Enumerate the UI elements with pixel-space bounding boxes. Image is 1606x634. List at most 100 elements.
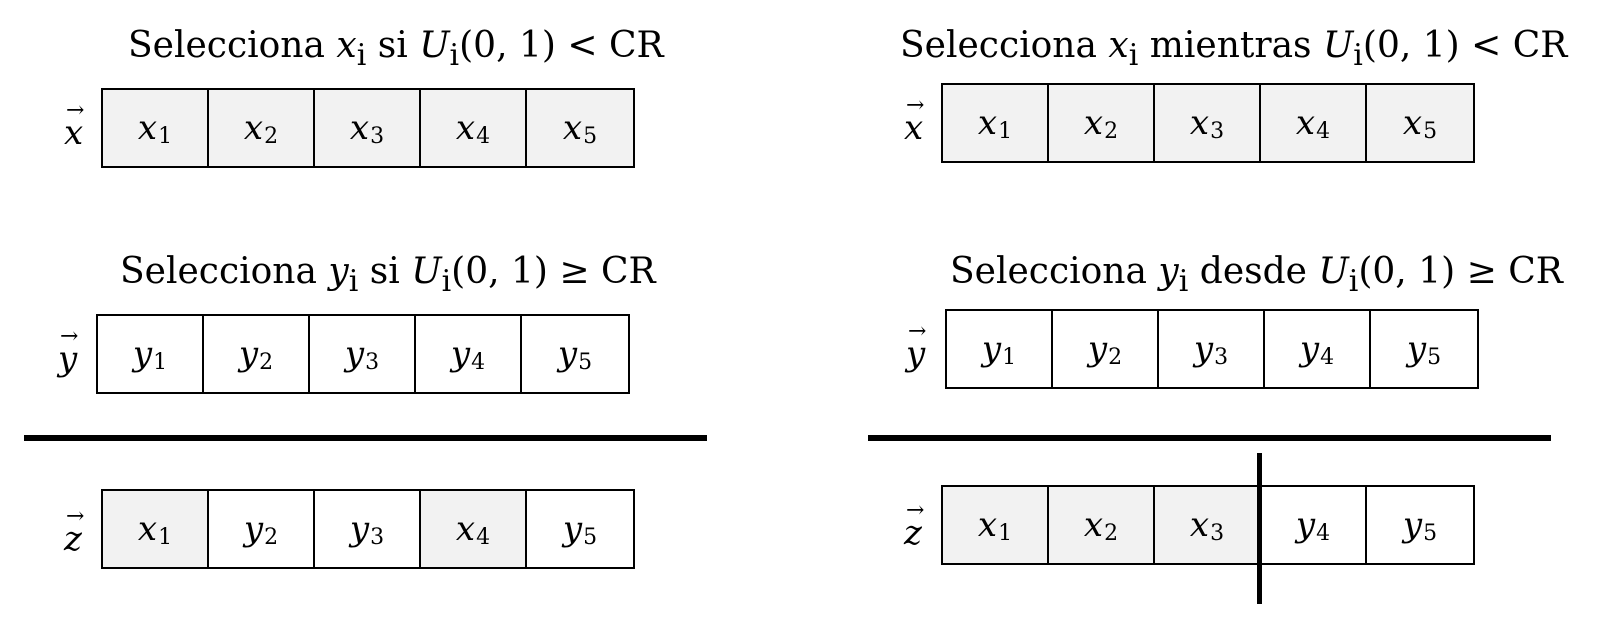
right-vector-z-label: → z [904,500,924,553]
title-var: y [328,251,349,292]
left-vector-x-label: → x [64,100,84,151]
cell-index: 2 [1104,520,1119,546]
title-text: mientras [1138,25,1323,66]
title-text: si [358,251,412,292]
left-vector-z-label: → z [64,506,84,559]
cell-var: x [455,108,476,148]
title-var-sub: i [1128,38,1139,74]
cell-index: 2 [1108,344,1123,370]
cell-index: 4 [471,349,486,375]
cell-var: y [450,334,471,374]
title-text: Selecciona [120,251,329,292]
cell-index: 1 [998,520,1013,546]
title-var: y [1158,251,1179,292]
right-vector-x-label: → x [904,95,924,146]
cell-index: 1 [153,349,168,375]
cell-index: 5 [1427,344,1442,370]
cell-var: x [1189,505,1210,545]
cell-index: 1 [998,118,1013,144]
cell-var: x [1083,505,1104,545]
cell-var: x [1295,103,1316,143]
cell-index: 4 [1320,344,1335,370]
cell-index: 4 [1316,118,1331,144]
cell-var: y [562,509,583,549]
cell-var: x [137,509,158,549]
vector-arrow-icon: → [60,324,79,349]
vector-letter: z [64,519,82,559]
cell-var: x [977,103,998,143]
cell-var: y [1087,329,1108,369]
cell-index: 2 [259,349,274,375]
cell-index: 3 [1210,520,1225,546]
cell-index: 5 [583,524,598,550]
right-title-y: Selecciona yi desde Ui(0, 1) ≥ CR [950,254,1563,297]
cell-index: 2 [264,123,279,149]
cell-var: y [243,509,264,549]
title-var-sub: i [348,264,359,300]
right-vector-y-label: → y [906,321,926,372]
title-cond-rest: (0, 1) ≥ CR [451,251,656,292]
title-text: Selecciona [900,25,1109,66]
cell-index: 2 [264,524,279,550]
cell-index: 3 [370,123,385,149]
cell-var: x [137,108,158,148]
right-separator-line [868,435,1551,441]
left-title-x: Selecciona xi si Ui(0, 1) < CR [128,28,664,71]
vector-arrow-icon: → [906,93,925,118]
right-title-x: Selecciona xi mientras Ui(0, 1) < CR [900,28,1567,71]
vector-arrow-icon: → [906,498,925,523]
title-cond-rest: (0, 1) ≥ CR [1358,251,1563,292]
cell-index: 3 [365,349,380,375]
title-text: Selecciona [128,25,337,66]
cell-var: x [243,108,264,148]
title-var: x [1108,25,1129,66]
cell-var: x [1189,103,1210,143]
cell-index: 4 [476,123,491,149]
cell-index: 2 [1104,118,1119,144]
title-cond: U [411,251,442,292]
vector-arrow-icon: → [66,98,85,123]
cell-index: 4 [476,524,491,550]
title-cond: U [1318,251,1349,292]
title-var: x [336,25,357,66]
cell-var: y [344,334,365,374]
cell-index: 3 [370,524,385,550]
cell-var: x [455,509,476,549]
cell-var: x [1402,103,1423,143]
cell-index: 3 [1214,344,1229,370]
cell-index: 1 [158,524,173,550]
title-cond-sub: i [1353,38,1363,74]
cell-var: y [132,334,153,374]
cell-index: 5 [1423,520,1438,546]
title-var-sub: i [356,38,367,74]
title-cond-sub: i [1348,264,1359,300]
cell-index: 4 [1316,520,1331,546]
left-vector-y-label: → y [58,326,78,377]
vector-letter: z [904,513,922,553]
title-cond: U [419,25,450,66]
cell-var: y [1402,505,1423,545]
title-cond: U [1322,25,1354,66]
cell-var: y [557,334,578,374]
left-title-y: Selecciona yi si Ui(0, 1) ≥ CR [120,254,656,297]
